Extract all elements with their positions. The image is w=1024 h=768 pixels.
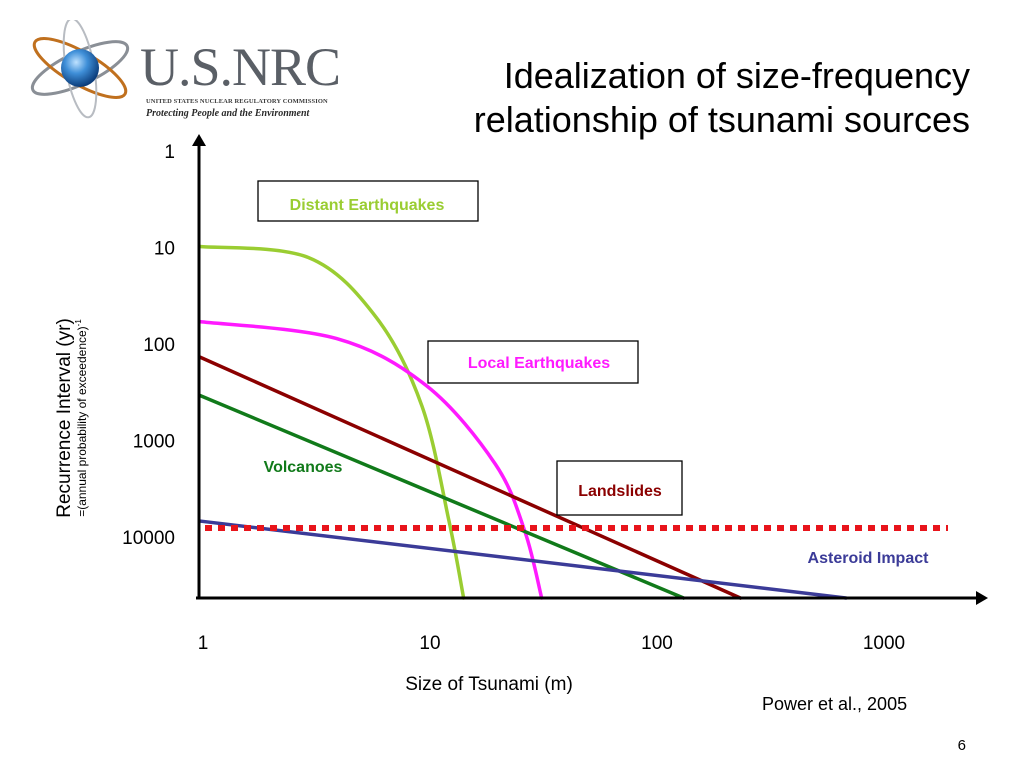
logo-tagline: Protecting People and the Environment bbox=[146, 108, 310, 119]
label-volcanoes: Volcanoes bbox=[264, 459, 343, 476]
x-tick-label: 10 bbox=[419, 633, 440, 654]
x-axis-arrow-icon bbox=[976, 591, 988, 605]
x-tick-label: 100 bbox=[641, 633, 673, 654]
label-box-distant-earthquakes bbox=[257, 180, 479, 222]
y-tick-label: 1000 bbox=[133, 432, 175, 453]
slide-title-line-2: relationship of tsunami sources bbox=[473, 99, 970, 140]
y-axis-subtitle-superscript: -1 bbox=[74, 319, 83, 327]
logo-subtitle: UNITED STATES NUCLEAR REGULATORY COMMISS… bbox=[146, 98, 328, 105]
y-tick-label: 1 bbox=[164, 142, 175, 163]
page-number: 6 bbox=[957, 737, 966, 754]
label-asteroid-impact: Asteroid Impact bbox=[808, 550, 930, 567]
y-tick-label: 100 bbox=[143, 335, 175, 356]
slide-title-line-1: Idealization of size-frequency bbox=[503, 55, 970, 96]
x-tick-label: 1000 bbox=[863, 633, 905, 654]
series-distant-earthquakes bbox=[198, 244, 466, 600]
slide-title: Idealization of size-frequency relations… bbox=[350, 54, 970, 142]
label-local-earthquakes: Local Earthquakes bbox=[468, 355, 610, 372]
y-axis-arrow-icon bbox=[192, 134, 206, 146]
x-tick-label: 1 bbox=[198, 633, 209, 654]
label-distant-earthquakes: Distant Earthquakes bbox=[290, 197, 445, 214]
y-tick-label: 10000 bbox=[122, 528, 175, 549]
label-box-local-earthquakes bbox=[427, 340, 639, 384]
atom-globe-icon bbox=[30, 17, 130, 119]
series-asteroid-impact bbox=[198, 519, 848, 600]
y-axis-title: Recurrence Interval (yr) bbox=[54, 318, 75, 518]
series-landslides bbox=[198, 355, 743, 600]
y-tick-label: 10 bbox=[154, 239, 175, 260]
citation: Power et al., 2005 bbox=[762, 694, 908, 714]
series-volcanoes bbox=[198, 393, 686, 600]
label-landslides: Landslides bbox=[578, 483, 662, 500]
y-axis-subtitle: =(annual probability of exceedence)-1 bbox=[74, 319, 89, 517]
x-axis-title: Size of Tsunami (m) bbox=[405, 674, 573, 695]
label-box-landslides bbox=[556, 460, 683, 516]
nrc-logo: U.S.NRC UNITED STATES NUCLEAR REGULATORY… bbox=[22, 17, 342, 120]
logo-wordmark: U.S.NRC bbox=[140, 37, 341, 97]
